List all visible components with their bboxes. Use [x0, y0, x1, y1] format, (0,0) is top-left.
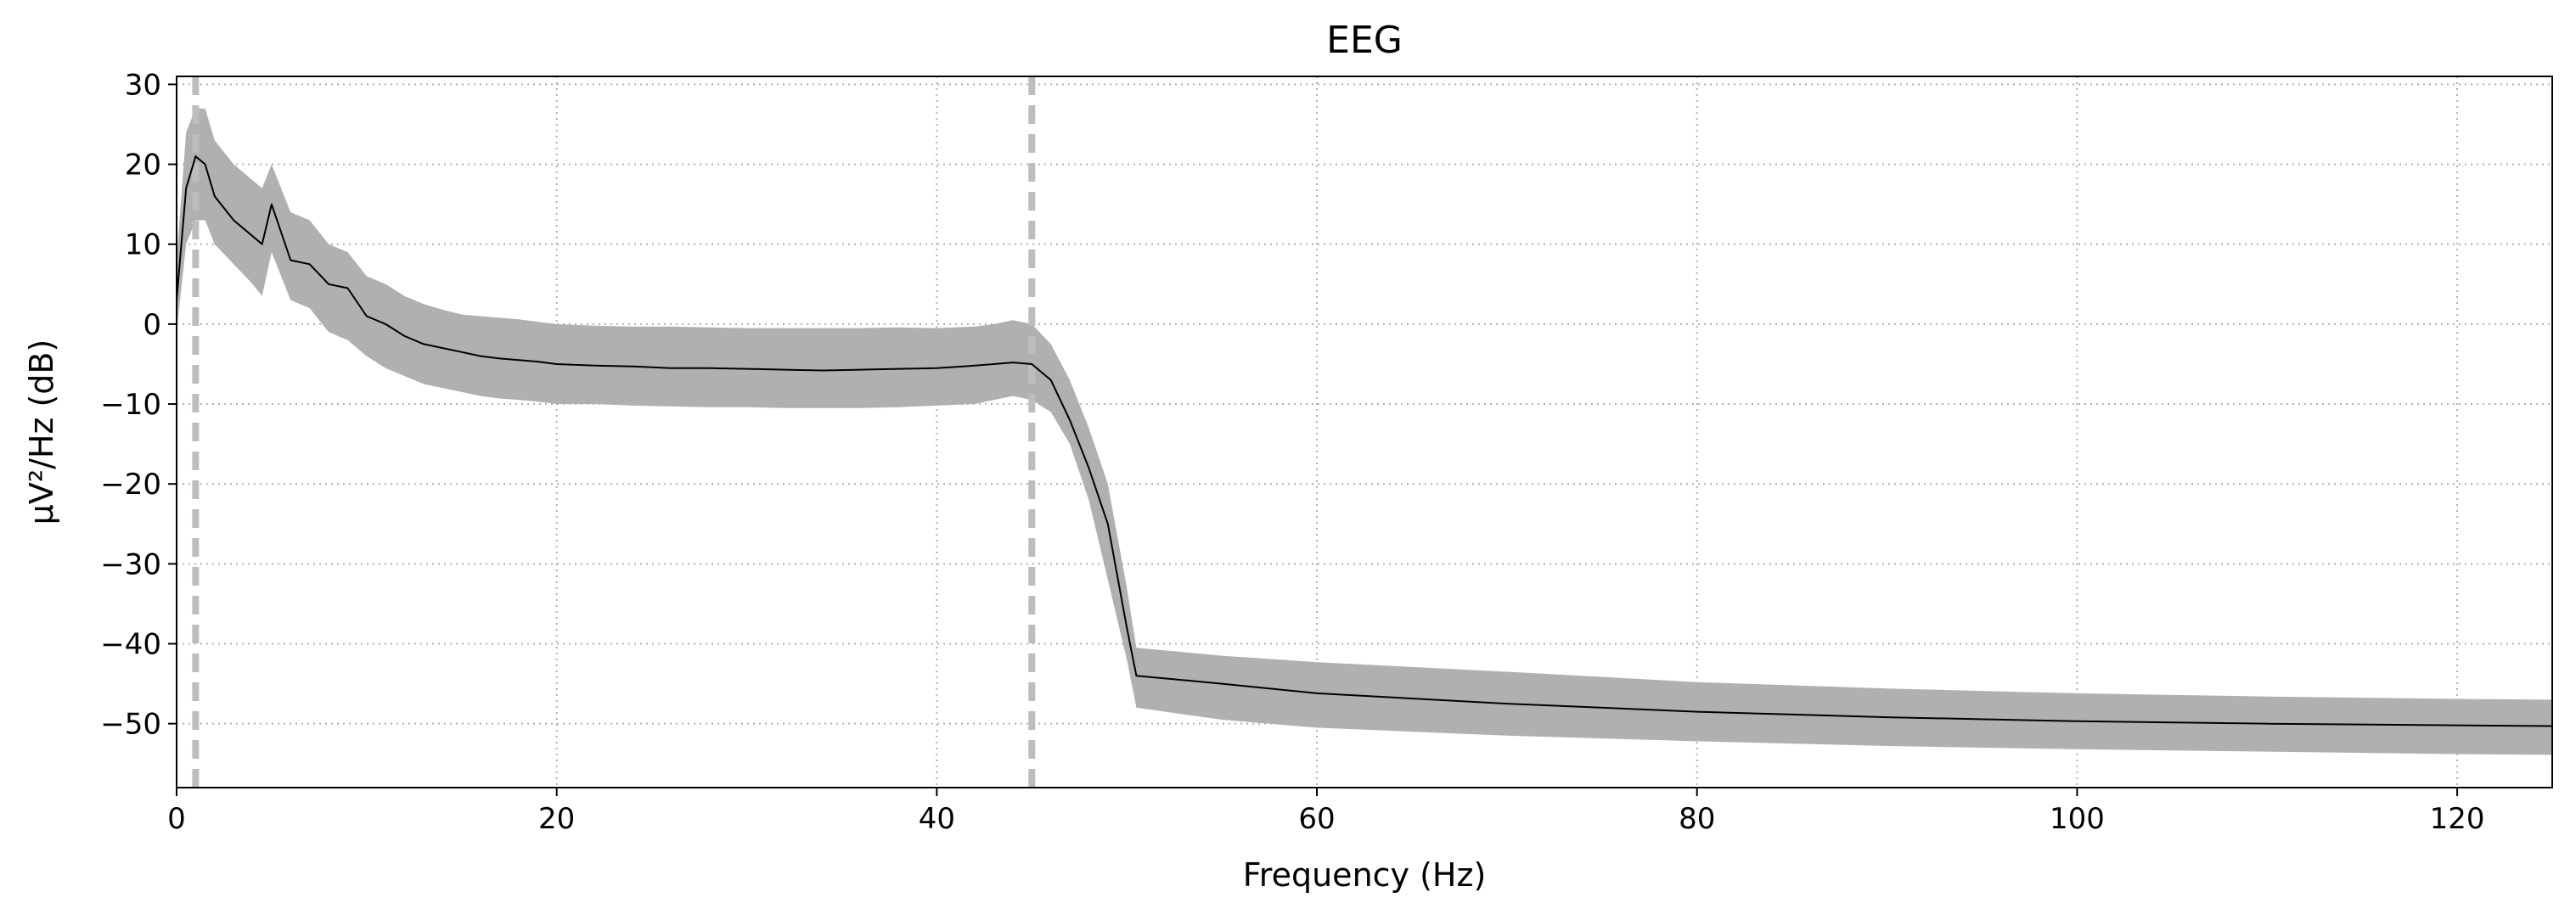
- x-tick-label: 100: [2050, 802, 2105, 836]
- y-tick-label: −40: [100, 628, 161, 662]
- y-tick-label: −30: [100, 547, 161, 581]
- x-tick-label: 20: [538, 802, 575, 836]
- y-tick-label: −50: [100, 708, 161, 742]
- y-tick-label: −20: [100, 468, 161, 502]
- y-tick-label: −10: [100, 388, 161, 422]
- x-tick-label: 0: [167, 802, 186, 836]
- x-tick-label: 80: [1679, 802, 1715, 836]
- plot-frame: [176, 76, 2553, 788]
- y-tick-label: 10: [125, 228, 161, 262]
- vertical-markers: [192, 76, 1036, 788]
- x-axis-label: Frequency (Hz): [1243, 856, 1487, 894]
- x-tick-label: 40: [919, 802, 955, 836]
- y-tick-label: 30: [125, 68, 161, 102]
- mean-psd-line: [176, 155, 2553, 727]
- chart-title: EEG: [1326, 19, 1403, 62]
- y-tick-label: 20: [125, 149, 161, 182]
- y-tick-label: 0: [143, 308, 161, 342]
- x-tick-label: 60: [1298, 802, 1335, 836]
- mean-line-layer: [176, 155, 2553, 727]
- x-tick-label: 120: [2430, 802, 2485, 836]
- y-axis-label: µV²/Hz (dB): [23, 339, 60, 525]
